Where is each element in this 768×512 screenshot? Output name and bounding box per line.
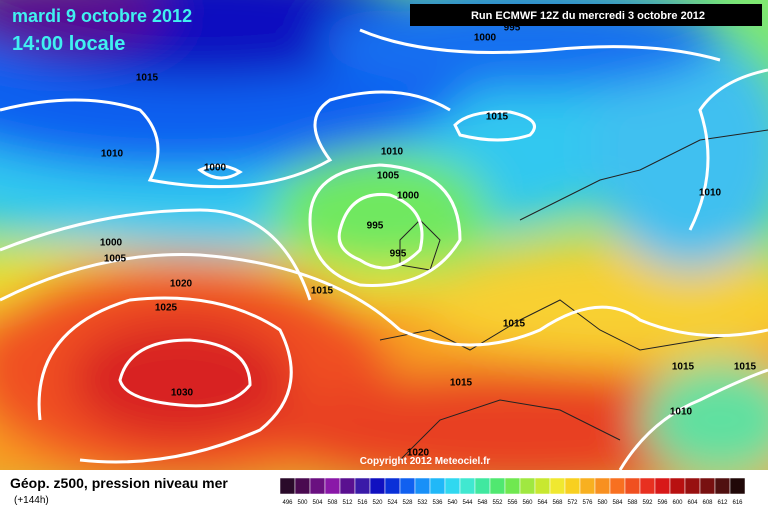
scale-swatch	[669, 477, 686, 495]
scale-label: 544	[462, 500, 473, 506]
isobar-labels: 995 1000 1015 1015 1010 1010 1000 1005 1000 995 99…	[100, 23, 757, 459]
scale-label: 612	[717, 500, 728, 506]
scale-label: 540	[447, 500, 458, 506]
isobar-label: 1010	[101, 149, 124, 160]
scale-swatch	[414, 477, 431, 495]
scale-swatch	[714, 477, 731, 495]
scale-swatch	[534, 477, 551, 495]
scale-swatch	[369, 477, 386, 495]
run-box	[410, 4, 762, 26]
scale-swatch	[564, 477, 581, 495]
scale-swatch	[399, 477, 416, 495]
isobar-label: 1025	[155, 303, 178, 314]
scale-label: 500	[297, 500, 308, 506]
isobar-label: 1005	[377, 171, 400, 182]
scale-label: 548	[477, 500, 488, 506]
scale-swatch	[324, 477, 341, 495]
scale-swatch	[699, 477, 716, 495]
time: 14:00 locale	[12, 33, 125, 55]
isobar-label: 1000	[100, 238, 123, 249]
scale-swatch	[519, 477, 536, 495]
scale-swatch	[474, 477, 491, 495]
scale-label: 588	[627, 500, 638, 506]
scale-label: 504	[312, 500, 323, 506]
scale-label: 556	[507, 500, 518, 506]
scale-label: 532	[417, 500, 428, 506]
scale-swatch	[309, 477, 326, 495]
color-scale: 496 500 504 508 512 516 520 524 528 532 536 540 544 5…	[279, 477, 746, 506]
scale-swatch	[624, 477, 641, 495]
isobar-label: 1015	[486, 112, 509, 123]
scale-label: 576	[582, 500, 593, 506]
isobar-label: 1015	[450, 378, 473, 389]
isobar-label: 995	[390, 249, 407, 260]
scale-label: 600	[672, 500, 683, 506]
scale-label: 608	[702, 500, 713, 506]
scale-swatch	[639, 477, 656, 495]
scale-label: 528	[402, 500, 413, 506]
scale-label: 604	[687, 500, 698, 506]
isobar-label: 1015	[672, 362, 695, 373]
isobar-label: 1020	[407, 448, 430, 459]
scale-swatch	[549, 477, 566, 495]
scale-label: 520	[372, 500, 383, 506]
isobar-label: 1000	[474, 33, 497, 44]
isobar-label: 1000	[204, 163, 227, 174]
scale-swatch	[384, 477, 401, 495]
lead-time: (+144h)	[14, 495, 49, 506]
scale-swatch	[654, 477, 671, 495]
scale-swatch	[444, 477, 461, 495]
scale-label: 584	[612, 500, 623, 506]
scale-label: 596	[657, 500, 668, 506]
copyright: Copyright 2012 Meteociel.fr	[360, 456, 491, 467]
scale-label: 568	[552, 500, 563, 506]
isobar-label: 1030	[171, 388, 194, 399]
scale-swatch	[729, 477, 746, 495]
isobar-label: 1005	[104, 254, 127, 265]
scale-swatch	[294, 477, 311, 495]
isobar-label: 1020	[170, 279, 193, 290]
isobar-label: 1010	[670, 407, 693, 418]
isobar-label: 1015	[503, 319, 526, 330]
scale-swatch	[279, 477, 296, 495]
scale-swatch	[594, 477, 611, 495]
scale-label: 536	[432, 500, 443, 506]
isobar-label: 1015	[136, 73, 159, 84]
scale-label: 560	[522, 500, 533, 506]
scale-label: 508	[327, 500, 338, 506]
scale-label: 592	[642, 500, 653, 506]
scale-swatch	[684, 477, 701, 495]
isobar-label: 1010	[381, 147, 404, 158]
isobar-label: 1000	[397, 191, 420, 202]
scale-swatch	[354, 477, 371, 495]
scale-label: 516	[357, 500, 368, 506]
scale-swatch	[504, 477, 521, 495]
scale-label: 616	[732, 500, 743, 506]
scale-swatch	[579, 477, 596, 495]
scale-swatch	[459, 477, 476, 495]
scale-label: 552	[492, 500, 503, 506]
scale-label: 512	[342, 500, 353, 506]
isobar-label: 995	[367, 221, 384, 232]
field	[0, 0, 768, 470]
scale-label: 564	[537, 500, 548, 506]
scale-swatch	[429, 477, 446, 495]
scale-label: 524	[387, 500, 398, 506]
scale-label: 496	[282, 500, 293, 506]
scale-swatch	[339, 477, 356, 495]
isobar-label: 1015	[311, 286, 334, 297]
scale-swatch	[609, 477, 626, 495]
scale-swatch	[489, 477, 506, 495]
scale-label: 572	[567, 500, 578, 506]
footer-title: Géop. z500, pression niveau mer	[10, 475, 228, 491]
isobar-label: 995	[504, 23, 521, 34]
scale-label: 580	[597, 500, 608, 506]
date: mardi 9 octobre 2012	[12, 6, 192, 26]
run-info: Run ECMWF 12Z du mercredi 3 octobre 2012	[471, 10, 705, 22]
isobar-label: 1015	[734, 362, 757, 373]
isobar-label: 1010	[699, 188, 722, 199]
